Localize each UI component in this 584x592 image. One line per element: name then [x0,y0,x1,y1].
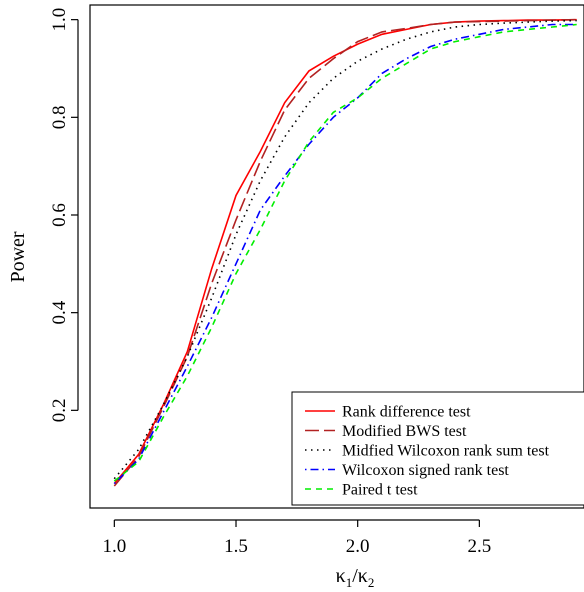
legend-box [291,391,584,506]
legend-label-2: Modified BWS test [342,423,467,440]
x-tick-label: 2.5 [467,536,491,557]
plot-frame [89,4,584,509]
legend-label-1: Rank difference test [342,404,471,421]
legend: Rank difference test Modified BWS test Mid… [291,391,584,506]
series-line-5 [113,23,577,482]
legend-label-4: Wilcoxon signed rank test [342,462,509,479]
legend-label-3: Midfied Wilcoxon rank sum test [342,443,550,460]
x-tick-label: 2.0 [346,536,370,557]
x-tick-label: 1.5 [224,536,248,557]
legend-label-5: Paired t test [342,482,418,499]
series-line-4 [113,23,577,485]
series-line-3 [113,19,577,480]
series-layer [113,18,577,487]
series-line-2 [113,18,577,487]
y-tick-label: 0.2 [49,398,70,422]
y-axis-label: Power [7,231,29,282]
y-tick-label: 1.0 [49,8,70,32]
x-axis-label: κ1/κ2 [336,565,375,590]
y-tick-label: 0.6 [49,203,70,227]
x-axis: 1.0 1.5 2.0 2.5 [102,519,491,557]
y-tick-label: 0.4 [49,300,70,324]
y-axis: 0.2 0.4 0.6 0.8 1.0 [49,8,79,422]
x-tick-label: 1.0 [102,536,126,557]
y-tick-label: 0.8 [49,105,70,129]
